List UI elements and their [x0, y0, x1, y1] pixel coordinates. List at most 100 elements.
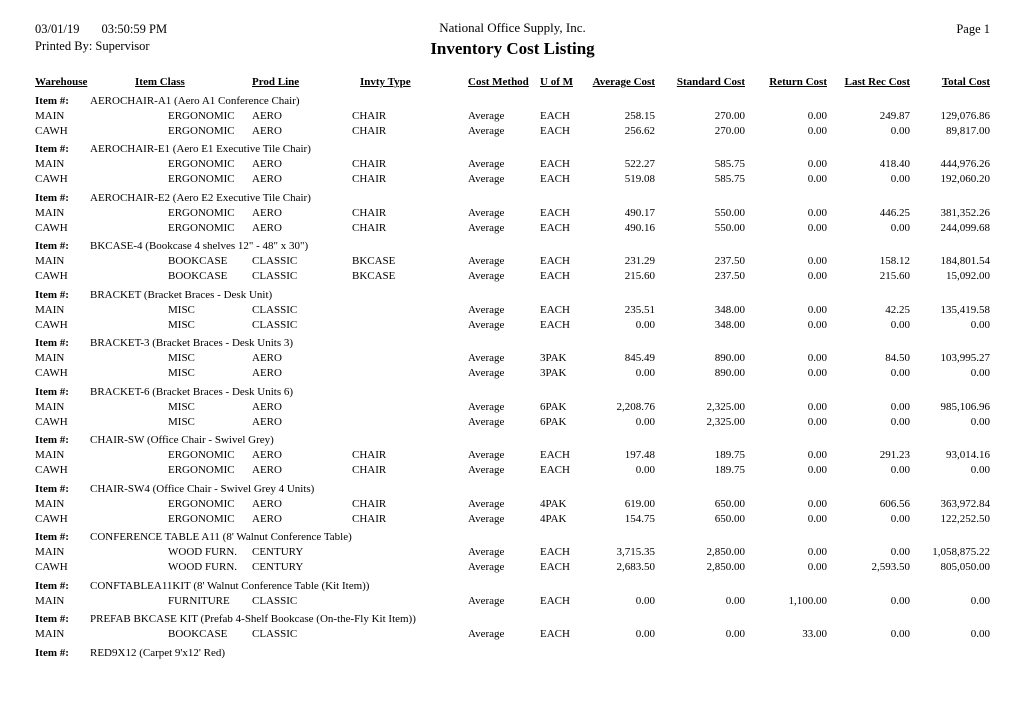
cell-std-cost: 650.00: [714, 497, 745, 510]
cell-prod-line: CLASSIC: [252, 318, 298, 331]
cell-avg-cost: 0.00: [635, 415, 655, 428]
cell-prod-line: CLASSIC: [252, 255, 298, 267]
cell-std-cost: 585.75: [714, 158, 745, 170]
cell-uom: EACH: [540, 303, 570, 316]
cell-prod-line: AERO: [252, 512, 282, 525]
cell-last-rec-cost: 0.00: [890, 367, 910, 379]
printed-by-value: Supervisor: [95, 39, 150, 53]
cell-warehouse: MAIN: [35, 449, 65, 461]
cell-warehouse: MAIN: [35, 352, 65, 364]
cell-item-class: MISC: [168, 415, 195, 428]
cell-last-rec-cost: 0.00: [890, 124, 910, 137]
cell-cost-method: Average: [468, 109, 505, 122]
cell-cost-method: Average: [468, 270, 505, 282]
item-description: BRACKET-6 (Bracket Braces - Desk Units 6…: [90, 385, 294, 398]
cell-last-rec-cost: 606.56: [879, 497, 910, 510]
table-row: MAIN ERGONOMIC AERO CHAIR Average EACH 258.15 2…: [35, 109, 990, 124]
cell-warehouse: MAIN: [35, 109, 65, 122]
cell-uom: 6PAK: [540, 400, 567, 413]
cell-cost-method: Average: [468, 367, 505, 379]
cell-uom: 4PAK: [540, 497, 567, 510]
cell-prod-line: AERO: [252, 109, 282, 122]
cell-avg-cost: 519.08: [624, 173, 655, 185]
cell-item-class: ERGONOMIC: [168, 512, 235, 525]
cell-avg-cost: 2,683.50: [616, 561, 656, 573]
cell-return-cost: 0.00: [807, 449, 827, 461]
cell-uom: EACH: [540, 628, 570, 640]
table-row: MAIN MISC CLASSIC Average EACH 235.51 348.00 0.…: [35, 303, 990, 318]
cell-cost-method: Average: [468, 415, 505, 428]
cell-total-cost: 103,995.27: [940, 352, 991, 364]
table-row: CAWH MISC AERO Average 6PAK 0.00 2,325.00 0.00 0…: [35, 415, 990, 430]
cell-cost-method: Average: [468, 303, 505, 316]
item-header: Item #: CONFERENCE TABLE A11 (8' Walnut C…: [35, 530, 990, 545]
cell-invty-type: CHAIR: [352, 124, 387, 137]
table-row: MAIN ERGONOMIC AERO CHAIR Average EACH 197.48 1…: [35, 448, 990, 463]
col-header-uom: U of M: [530, 74, 575, 90]
cell-last-rec-cost: 0.00: [890, 415, 910, 428]
print-datetime: 03/01/19 03:50:59 PM: [35, 22, 167, 37]
cell-cost-method: Average: [468, 464, 505, 476]
cell-item-class: ERGONOMIC: [168, 497, 235, 510]
cell-return-cost: 0.00: [807, 546, 827, 558]
print-date: 03/01/19: [35, 22, 80, 36]
cell-cost-method: Average: [468, 512, 505, 525]
table-row: CAWH ERGONOMIC AERO CHAIR Average EACH 519.08 5…: [35, 172, 990, 187]
table-row: CAWH ERGONOMIC AERO CHAIR Average 4PAK 154.75 6…: [35, 512, 990, 527]
cell-warehouse: MAIN: [35, 303, 65, 316]
item-description: BKCASE-4 (Bookcase 4 shelves 12" - 48" x…: [90, 240, 309, 252]
cell-avg-cost: 258.15: [624, 109, 655, 122]
cell-item-class: ERGONOMIC: [168, 449, 235, 461]
cell-cost-method: Average: [468, 546, 505, 558]
cell-total-cost: 184,801.54: [940, 255, 991, 267]
cell-std-cost: 189.75: [714, 449, 745, 461]
cell-return-cost: 33.00: [802, 628, 827, 640]
cell-prod-line: CENTURY: [252, 561, 304, 573]
cell-std-cost: 2,325.00: [706, 415, 746, 428]
cell-uom: EACH: [540, 255, 570, 267]
cell-return-cost: 0.00: [807, 512, 827, 525]
cell-item-class: ERGONOMIC: [168, 206, 235, 219]
cell-total-cost: 363,972.84: [940, 497, 991, 510]
col-header-total-cost: Total Cost: [910, 74, 990, 90]
cell-invty-type: CHAIR: [352, 206, 387, 219]
item-description: BRACKET (Bracket Braces - Desk Unit): [90, 288, 273, 301]
cell-total-cost: 122,252.50: [940, 512, 991, 525]
item-header: Item #: AEROCHAIR-E2 (Aero E2 Executive T…: [35, 191, 990, 206]
cell-prod-line: CLASSIC: [252, 628, 298, 640]
cell-uom: 3PAK: [540, 367, 567, 379]
cell-prod-line: AERO: [252, 367, 282, 379]
col-header-cost-method-label: Cost Method: [468, 76, 529, 88]
item-description: CHAIR-SW (Office Chair - Swivel Grey): [90, 434, 274, 446]
cell-last-rec-cost: 249.87: [879, 109, 910, 122]
cell-avg-cost: 522.27: [624, 158, 655, 170]
cell-item-class: ERGONOMIC: [168, 221, 235, 234]
cell-last-rec-cost: 215.60: [879, 270, 910, 282]
cell-warehouse: CAWH: [35, 512, 68, 525]
cell-uom: EACH: [540, 464, 570, 476]
table-row: CAWH ERGONOMIC AERO CHAIR Average EACH 490.16 5…: [35, 221, 990, 236]
cell-item-class: ERGONOMIC: [168, 158, 235, 170]
cell-prod-line: CLASSIC: [252, 270, 298, 282]
cell-prod-line: AERO: [252, 124, 282, 137]
report-title: Inventory Cost Listing: [430, 39, 595, 58]
item-number-label: Item #:: [35, 613, 69, 625]
cell-last-rec-cost: 0.00: [890, 400, 910, 413]
col-header-return-cost-label: Return Cost: [769, 76, 827, 88]
cell-invty-type: [352, 594, 460, 609]
cell-last-rec-cost: 0.00: [890, 173, 910, 185]
cell-item-class: WOOD FURN.: [168, 546, 238, 558]
cell-return-cost: 1,100.00: [788, 594, 828, 607]
cell-return-cost: 0.00: [807, 464, 827, 476]
cell-uom: EACH: [540, 270, 570, 282]
cell-warehouse: MAIN: [35, 400, 65, 413]
table-row: MAIN ERGONOMIC AERO CHAIR Average EACH 522.27 5…: [35, 157, 990, 172]
cell-uom: EACH: [540, 318, 570, 331]
cell-return-cost: 0.00: [807, 206, 827, 219]
cell-cost-method: Average: [468, 449, 505, 461]
cell-avg-cost: 0.00: [635, 318, 655, 331]
item-number-label: Item #:: [35, 288, 69, 301]
col-header-prod-line-label: Prod Line: [252, 76, 300, 88]
cell-uom: 3PAK: [540, 352, 567, 364]
cell-warehouse: MAIN: [35, 255, 65, 267]
